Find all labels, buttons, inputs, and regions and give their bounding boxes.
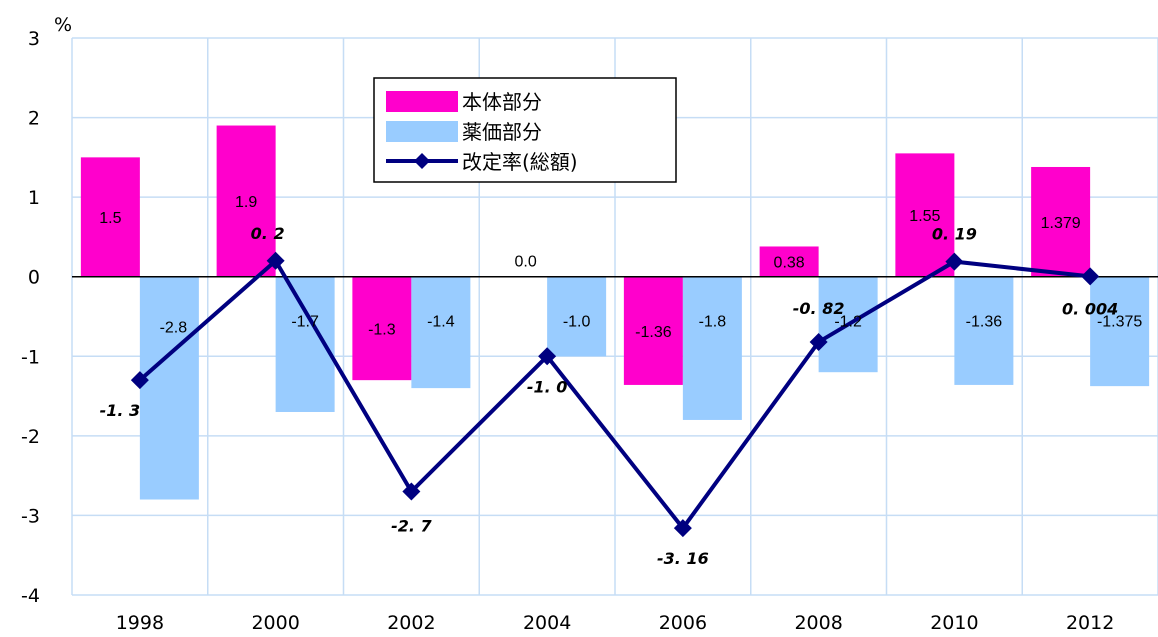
bar-labels: 1.5 -2.8 1.9 -1.7 -1.3 -1.4 0.0 -1.0 -1.36 -1.8 0.… xyxy=(99,194,1142,341)
y-unit-label: % xyxy=(54,14,72,36)
legend-swatch-bar xyxy=(386,121,458,142)
bars xyxy=(80,125,1150,500)
bar-value-label: -1.375 xyxy=(1097,314,1142,331)
x-tick-label: 2004 xyxy=(523,612,571,634)
y-tick-label: -3 xyxy=(21,505,40,527)
y-tick-label: 1 xyxy=(28,187,40,209)
y-tick-label: -1 xyxy=(21,346,40,368)
x-tick-label: 2002 xyxy=(387,612,435,634)
legend-label: 本体部分 xyxy=(462,90,542,114)
line-value-label: -2. 7 xyxy=(391,517,432,536)
bar-value-label: -1.0 xyxy=(563,314,591,331)
line-value-label: -0. 82 xyxy=(793,299,845,318)
bar-value-label: 1.379 xyxy=(1041,215,1081,232)
line-value-label: -3. 16 xyxy=(657,549,709,568)
bar-value-label: -1.36 xyxy=(966,314,1003,331)
bar-value-label: -1.2 xyxy=(834,314,862,331)
x-tick-label: 2000 xyxy=(251,612,299,634)
bar-honntai-1998 xyxy=(80,157,140,277)
line-labels: -1. 3 0. 2 -2. 7 -1. 0 -3. 16 -0. 82 0. 19 0. 0… xyxy=(100,224,1119,568)
line-value-label: 0. 004 xyxy=(1062,299,1118,318)
line-marker-2010 xyxy=(945,252,964,271)
bar-value-label: -1.3 xyxy=(368,321,396,338)
bar-value-label: -1.8 xyxy=(699,314,727,331)
y-tick-label: 0 xyxy=(28,267,40,289)
bar-honntai-2008 xyxy=(759,246,819,277)
legend-swatch-bar xyxy=(386,91,458,112)
line-marker-2000 xyxy=(266,251,285,270)
x-tick-label: 1998 xyxy=(116,612,164,634)
bar-yakka-2010 xyxy=(954,276,1014,385)
line-value-label: 0. 19 xyxy=(932,225,977,244)
x-tick-label: 2006 xyxy=(659,612,707,634)
line-value-label: 0. 2 xyxy=(251,224,285,243)
bar-yakka-2004 xyxy=(547,276,607,357)
x-tick-label: 2010 xyxy=(930,612,978,634)
bar-yakka-2012 xyxy=(1090,276,1150,387)
line-kaiteiritsu xyxy=(138,257,1091,532)
x-tick-label: 2012 xyxy=(1066,612,1114,634)
line-marker-2004 xyxy=(538,347,557,366)
y-tick-label: 2 xyxy=(28,108,40,130)
legend-label: 改定率(総額) xyxy=(462,150,578,174)
bar-value-label: -1.4 xyxy=(427,314,455,331)
bar-honntai-2012 xyxy=(1031,166,1091,277)
line-marker-2008 xyxy=(809,332,828,351)
bar-honntai-2000 xyxy=(216,125,276,277)
legend-swatch-marker xyxy=(414,153,430,169)
y-tick-label: 3 xyxy=(28,28,40,50)
bar-value-label: 1.55 xyxy=(909,208,940,225)
bar-value-label: 0.0 xyxy=(515,254,537,271)
bar-value-label: 1.9 xyxy=(235,194,257,211)
bar-honntai-2006 xyxy=(623,276,683,385)
bar-value-label: -1.7 xyxy=(291,314,319,331)
bar-honntai-2010 xyxy=(895,153,955,277)
legend-label: 薬価部分 xyxy=(462,120,542,144)
line-marker-2002 xyxy=(402,482,421,501)
bar-value-label: 1.5 xyxy=(99,210,121,227)
line-marker-2012 xyxy=(1081,267,1100,286)
x-tick-label: 2008 xyxy=(794,612,842,634)
line-marker-2006 xyxy=(673,519,692,538)
bar-honntai-2002 xyxy=(352,276,412,381)
y-axis-ticks: 3 2 1 0 -1 -2 -3 -4 xyxy=(21,28,40,607)
y-tick-label: -4 xyxy=(21,585,40,607)
line-value-label: -1. 0 xyxy=(527,377,568,396)
bar-yakka-1998 xyxy=(139,276,199,500)
bar-yakka-2006 xyxy=(682,276,742,420)
line-value-label: -1. 3 xyxy=(100,401,141,420)
x-axis-ticks: 1998 2000 2002 2004 2006 2008 2010 2012 xyxy=(116,612,1115,634)
bar-yakka-2002 xyxy=(411,276,471,389)
line-marker-1998 xyxy=(130,371,149,390)
line-series xyxy=(130,251,1100,538)
bar-value-label: 0.38 xyxy=(774,255,805,272)
y-tick-label: -2 xyxy=(21,426,40,448)
bar-value-label: -1.36 xyxy=(635,324,672,341)
bar-value-label: -2.8 xyxy=(160,320,188,337)
